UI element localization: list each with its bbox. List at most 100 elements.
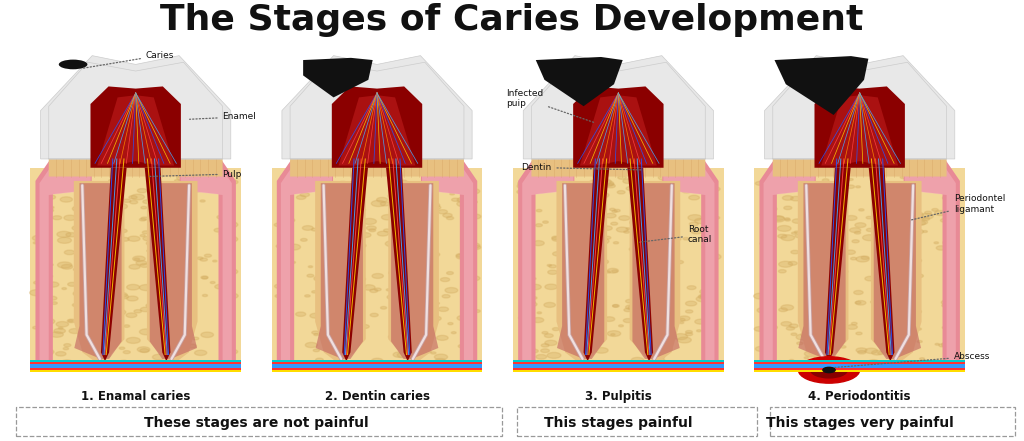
Circle shape [918, 340, 923, 343]
Circle shape [43, 229, 51, 233]
Circle shape [464, 177, 474, 182]
Circle shape [706, 215, 717, 220]
Circle shape [110, 361, 120, 366]
Circle shape [397, 352, 411, 358]
Circle shape [109, 179, 119, 183]
Circle shape [362, 218, 377, 224]
Circle shape [643, 193, 657, 199]
Circle shape [631, 357, 644, 363]
Polygon shape [388, 181, 439, 366]
Circle shape [657, 189, 662, 191]
Polygon shape [36, 144, 92, 370]
Circle shape [778, 269, 786, 273]
Circle shape [843, 247, 847, 249]
Circle shape [213, 260, 217, 262]
Circle shape [623, 179, 634, 183]
Circle shape [696, 296, 710, 302]
Circle shape [538, 186, 551, 192]
Circle shape [613, 242, 618, 244]
Circle shape [354, 284, 366, 289]
Circle shape [314, 276, 327, 281]
Circle shape [828, 213, 841, 218]
Bar [513, 368, 724, 370]
Circle shape [279, 314, 291, 319]
Circle shape [813, 244, 824, 249]
Circle shape [160, 312, 171, 317]
Circle shape [940, 219, 949, 222]
Circle shape [296, 312, 306, 316]
Text: Infected
puip: Infected puip [506, 89, 595, 123]
Circle shape [173, 270, 177, 272]
Circle shape [856, 363, 870, 369]
Circle shape [179, 233, 190, 238]
Circle shape [856, 186, 860, 188]
Circle shape [767, 176, 773, 179]
Circle shape [648, 330, 654, 332]
Bar [31, 364, 241, 368]
Circle shape [452, 198, 459, 202]
Circle shape [817, 233, 826, 237]
Circle shape [866, 217, 872, 219]
Circle shape [126, 337, 140, 344]
Circle shape [891, 214, 897, 217]
Circle shape [417, 342, 422, 344]
Circle shape [781, 235, 795, 241]
Circle shape [276, 245, 284, 248]
Circle shape [545, 334, 553, 337]
Circle shape [942, 304, 948, 307]
Circle shape [838, 269, 848, 274]
Circle shape [925, 211, 932, 214]
Circle shape [140, 235, 145, 237]
Circle shape [97, 207, 103, 209]
Circle shape [852, 240, 859, 243]
Circle shape [618, 325, 624, 327]
Circle shape [377, 198, 387, 202]
Circle shape [522, 241, 532, 246]
Circle shape [297, 195, 306, 199]
Circle shape [663, 347, 672, 351]
Circle shape [428, 202, 439, 208]
Circle shape [401, 333, 406, 334]
Circle shape [565, 210, 575, 215]
Circle shape [203, 182, 210, 185]
Circle shape [607, 331, 621, 336]
Circle shape [847, 185, 855, 188]
Circle shape [413, 265, 423, 269]
Circle shape [333, 331, 344, 336]
Circle shape [346, 244, 355, 248]
Circle shape [941, 300, 952, 305]
Circle shape [438, 307, 449, 311]
Circle shape [163, 214, 176, 220]
Circle shape [127, 284, 139, 290]
Circle shape [595, 238, 609, 244]
Circle shape [765, 226, 774, 230]
Circle shape [537, 209, 542, 212]
Circle shape [665, 183, 671, 186]
Circle shape [127, 296, 138, 301]
Polygon shape [755, 168, 965, 370]
Circle shape [85, 199, 91, 202]
Circle shape [339, 214, 344, 216]
Circle shape [816, 261, 830, 266]
Circle shape [207, 189, 213, 192]
Circle shape [605, 213, 616, 218]
Circle shape [406, 340, 414, 344]
Circle shape [791, 250, 799, 254]
Circle shape [89, 264, 95, 267]
Circle shape [311, 331, 318, 334]
Circle shape [308, 266, 312, 268]
Circle shape [450, 193, 455, 195]
Circle shape [527, 176, 534, 179]
Polygon shape [422, 148, 473, 370]
Circle shape [46, 352, 52, 355]
Circle shape [756, 346, 768, 351]
Circle shape [205, 254, 211, 257]
Circle shape [904, 337, 912, 340]
Circle shape [227, 296, 233, 299]
Bar [271, 362, 482, 364]
Circle shape [88, 280, 94, 282]
Polygon shape [315, 183, 362, 359]
Circle shape [116, 366, 123, 368]
Circle shape [66, 232, 76, 237]
Circle shape [328, 310, 335, 313]
